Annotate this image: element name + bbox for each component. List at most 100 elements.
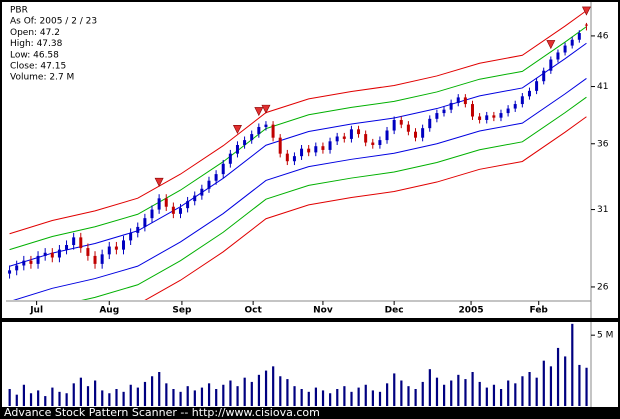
signal-marker — [546, 40, 556, 50]
candle-body — [243, 140, 247, 145]
signal-marker — [581, 6, 591, 16]
volume-bar — [72, 383, 75, 406]
candle-body — [50, 252, 54, 258]
volume-bar — [29, 393, 33, 406]
footer: Advance Stock Pattern Scanner -- http://… — [4, 406, 320, 419]
candle-body — [36, 255, 40, 264]
candle-body — [314, 146, 318, 153]
x-tick-label: Aug — [99, 306, 119, 316]
candle-body — [456, 97, 460, 103]
volume-bar — [492, 384, 496, 406]
candle-body — [520, 96, 524, 105]
volume-bar — [435, 377, 439, 406]
volume-bar — [172, 389, 175, 406]
volume-bar — [464, 379, 467, 406]
volume-bar — [421, 381, 424, 406]
volume-bar — [129, 384, 132, 406]
volume-bar — [564, 356, 567, 406]
volume-bar — [37, 390, 40, 406]
signal-marker — [261, 104, 271, 114]
candle-body — [506, 108, 510, 114]
candle-body — [129, 232, 133, 241]
candle-body — [527, 90, 531, 97]
volume-bar — [549, 366, 553, 406]
candle-body — [164, 198, 168, 207]
volume-bar — [250, 381, 253, 406]
candle-body — [157, 198, 161, 210]
band-line — [81, 96, 587, 300]
x-tick-label: Jul — [29, 306, 43, 316]
band-line — [9, 10, 587, 235]
candle-body — [264, 124, 268, 127]
candle-body — [392, 119, 396, 131]
volume-bar — [15, 394, 18, 406]
candle-body — [292, 156, 296, 162]
band-line — [9, 42, 587, 267]
candle-body — [435, 113, 439, 119]
candle-body — [449, 102, 453, 110]
volume-bar — [122, 391, 125, 406]
candle-body — [228, 153, 232, 164]
volume-bar — [286, 379, 289, 406]
volume-bar — [279, 376, 282, 406]
x-tick-label: Sep — [172, 306, 192, 316]
candle-body — [342, 136, 346, 139]
candle-body — [107, 246, 111, 255]
y-tick-label: 41 — [597, 82, 608, 92]
volume-bar — [350, 391, 353, 406]
y-tick-label: 36 — [597, 139, 609, 149]
volume-bar — [393, 373, 396, 406]
x-tick-label: Feb — [530, 306, 549, 316]
candle-body — [442, 109, 446, 114]
volume-bar — [407, 386, 410, 406]
candle-body — [235, 144, 239, 154]
candle-body — [100, 254, 104, 264]
candle-body — [150, 209, 154, 219]
candle-body — [470, 104, 474, 117]
candle-body — [577, 33, 581, 40]
candle-body — [549, 59, 553, 71]
x-tick-label: 2005 — [459, 306, 484, 316]
y-tick-label: 46 — [597, 31, 609, 41]
volume-bar — [193, 390, 196, 406]
info-line: High: 47.38 — [10, 39, 63, 49]
band-line — [12, 78, 587, 300]
candle-body — [428, 118, 432, 129]
candle-body — [321, 146, 325, 150]
volume-bar — [215, 389, 218, 406]
volume-bar — [556, 347, 560, 406]
volume-bar — [165, 383, 168, 406]
candle-body — [65, 245, 69, 250]
volume-bar — [450, 380, 453, 406]
volume-bar — [571, 323, 574, 406]
volume-bar — [243, 377, 246, 406]
volume-bar — [321, 390, 325, 406]
candle-body — [535, 81, 539, 91]
candle-body — [278, 137, 282, 154]
candle-body — [406, 124, 410, 132]
volume-bar — [158, 372, 161, 406]
volume-bar — [293, 386, 296, 406]
info-line: As Of: 2005 / 2 / 23 — [10, 17, 97, 27]
candle-body — [8, 270, 12, 274]
volume-bar — [542, 360, 545, 406]
volume-bar — [22, 384, 26, 406]
info-line: PBR — [10, 6, 28, 16]
volume-bar — [414, 389, 417, 406]
y-tick-label: 31 — [597, 205, 608, 215]
volume-bar — [507, 380, 510, 406]
volume-bar — [108, 393, 111, 406]
candle-body — [307, 148, 311, 153]
volume-bar — [58, 391, 61, 406]
volume-bar — [585, 367, 588, 406]
candle-body — [122, 240, 126, 250]
candle-body — [357, 129, 361, 135]
volume-bar — [457, 374, 460, 406]
volume-bar — [521, 376, 524, 406]
signal-marker — [254, 107, 264, 117]
volume-bar — [478, 381, 481, 406]
band-line — [144, 116, 587, 300]
volume-bar — [357, 387, 360, 406]
volume-bar — [514, 383, 517, 406]
